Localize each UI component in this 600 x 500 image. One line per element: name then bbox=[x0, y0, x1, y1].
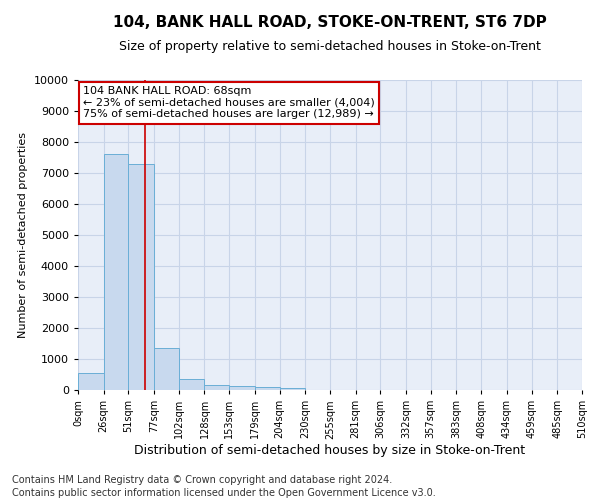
Bar bbox=[78, 373, 104, 390]
Bar bbox=[154, 348, 179, 390]
Text: 104, BANK HALL ROAD, STOKE-ON-TRENT, ST6 7DP: 104, BANK HALL ROAD, STOKE-ON-TRENT, ST6… bbox=[113, 15, 547, 30]
Bar bbox=[179, 379, 205, 390]
Bar bbox=[104, 154, 128, 390]
Bar bbox=[205, 384, 229, 390]
Bar bbox=[280, 388, 305, 390]
Text: Size of property relative to semi-detached houses in Stoke-on-Trent: Size of property relative to semi-detach… bbox=[119, 40, 541, 53]
Bar bbox=[255, 387, 280, 390]
Bar bbox=[128, 164, 154, 390]
Text: Contains public sector information licensed under the Open Government Licence v3: Contains public sector information licen… bbox=[12, 488, 436, 498]
Text: 104 BANK HALL ROAD: 68sqm
← 23% of semi-detached houses are smaller (4,004)
75% : 104 BANK HALL ROAD: 68sqm ← 23% of semi-… bbox=[83, 86, 375, 120]
Bar bbox=[229, 386, 255, 390]
Y-axis label: Number of semi-detached properties: Number of semi-detached properties bbox=[19, 132, 28, 338]
Text: Contains HM Land Registry data © Crown copyright and database right 2024.: Contains HM Land Registry data © Crown c… bbox=[12, 475, 392, 485]
X-axis label: Distribution of semi-detached houses by size in Stoke-on-Trent: Distribution of semi-detached houses by … bbox=[134, 444, 526, 457]
